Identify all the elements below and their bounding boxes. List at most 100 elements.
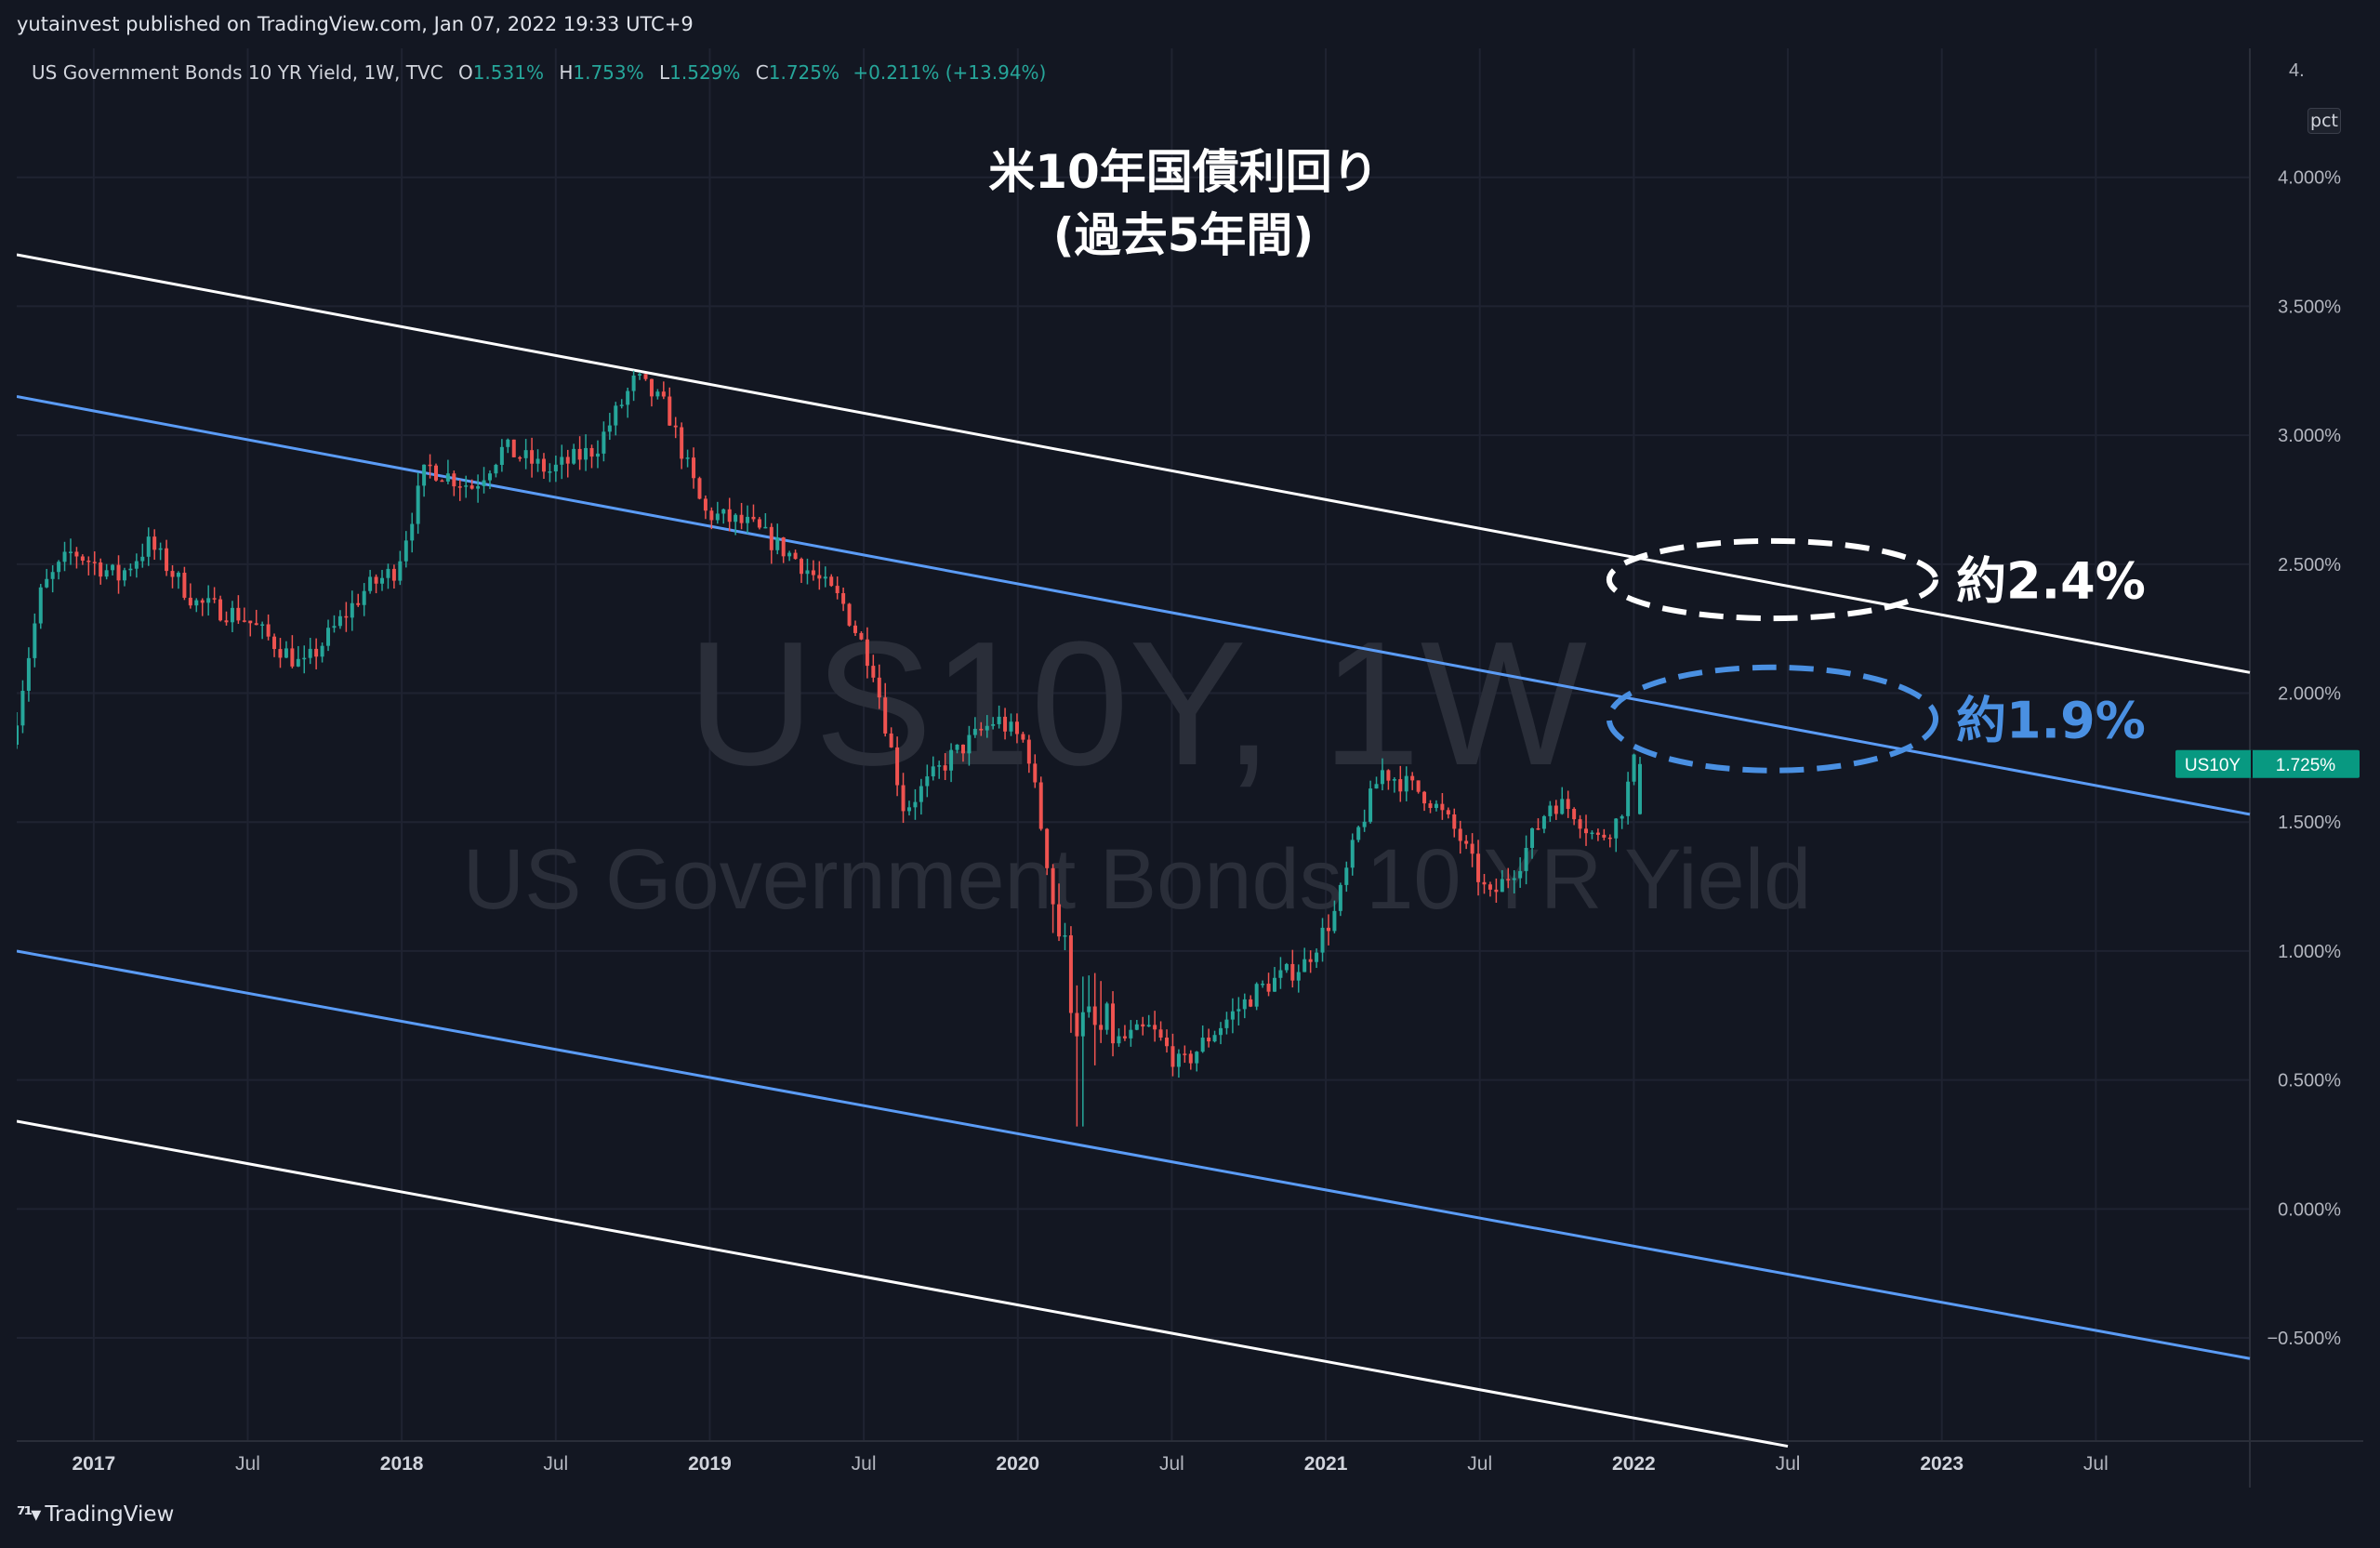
candle-body — [949, 749, 954, 771]
candle-body — [170, 571, 175, 577]
candle-body — [631, 375, 636, 391]
candle-body — [1009, 721, 1013, 732]
candle-body — [1308, 959, 1313, 962]
candle-body — [1488, 884, 1492, 890]
candle-body — [823, 576, 827, 579]
candle-body — [991, 723, 996, 726]
candle-body — [1632, 754, 1636, 782]
candle-body — [1541, 815, 1546, 829]
candle-body — [1530, 827, 1535, 848]
percent-scale-button[interactable]: pct — [2307, 108, 2341, 134]
candle-body — [218, 599, 223, 621]
candle-body — [1536, 827, 1540, 830]
candle-body — [553, 464, 558, 472]
candle-body — [1038, 782, 1043, 829]
candle-body — [1320, 927, 1325, 953]
candle-body — [746, 516, 750, 523]
x-tick-label: Jul — [543, 1453, 568, 1475]
candle-body — [1158, 1029, 1163, 1038]
candle-body — [1607, 837, 1612, 840]
candle-body — [560, 456, 564, 465]
candle-body — [979, 728, 984, 731]
candle-body — [1368, 788, 1373, 822]
high-key: H — [559, 61, 574, 84]
candle-body — [1272, 977, 1276, 992]
candle-body — [356, 602, 361, 605]
candle-body — [1404, 775, 1408, 792]
candle-body — [511, 439, 516, 457]
candle-body — [440, 480, 444, 483]
candle-body — [1224, 1019, 1229, 1028]
candle-body — [1104, 1003, 1109, 1030]
candle-body — [1560, 799, 1565, 814]
candle-body — [224, 620, 229, 623]
candle-body — [260, 624, 265, 626]
candle-body — [1572, 809, 1577, 820]
annotation-label-2: 約1.9% — [1956, 691, 2146, 749]
candle-body — [997, 716, 1001, 724]
candle-body — [182, 573, 187, 598]
candle-body — [254, 623, 258, 626]
candle-body — [116, 564, 121, 581]
candle-body — [1236, 1009, 1241, 1012]
candle-body — [1315, 952, 1319, 962]
tradingview-logo[interactable]: ⁷¹▾ TradingView — [17, 1502, 174, 1527]
candle-body — [955, 744, 959, 750]
candle-body — [1326, 927, 1330, 932]
candle-body — [410, 523, 415, 541]
candle-body — [494, 464, 498, 474]
watermark-name: US Government Bonds 10 YR Yield — [463, 832, 1812, 927]
candle-body — [1566, 799, 1570, 810]
candle-body — [62, 551, 67, 562]
candle-body — [1284, 963, 1289, 971]
candlesticks — [17, 370, 1643, 1127]
candle-body — [811, 570, 815, 576]
candle-body — [565, 456, 570, 464]
candle-body — [649, 378, 654, 397]
candle-body — [368, 576, 373, 591]
ohlc-legend: US Government Bonds 10 YR Yield, 1W, TVC… — [32, 61, 1046, 84]
annotation-ellipse-2 — [1606, 664, 1939, 774]
candle-body — [967, 734, 972, 754]
candle-body — [332, 626, 337, 628]
candle-body — [614, 405, 618, 426]
candle-body — [482, 480, 486, 486]
candle-body — [200, 600, 205, 603]
chart-title-line2: (過去5年間) — [1053, 208, 1315, 262]
candle-body — [847, 603, 852, 626]
candle-body — [1290, 963, 1295, 981]
candle-body — [1261, 984, 1265, 986]
candle-body — [1638, 763, 1643, 814]
trend-line-upper-outer — [17, 253, 2251, 674]
candle-body — [721, 509, 726, 514]
candle-body — [284, 648, 288, 658]
candle-body — [919, 786, 923, 802]
candle-body — [757, 519, 761, 528]
candle-body — [57, 562, 61, 573]
low-key: L — [658, 61, 670, 84]
candle-body — [859, 632, 864, 640]
candle-body — [673, 425, 678, 428]
candle-body — [487, 473, 492, 481]
candle-body — [1422, 791, 1427, 804]
candle-body — [906, 807, 911, 812]
y-tick-label: 2.000% — [2278, 684, 2341, 705]
candle-body — [1494, 889, 1499, 893]
trend-line-lower-outer — [17, 1119, 1789, 1449]
candle-body — [1440, 803, 1445, 811]
y-tick-label: 2.500% — [2278, 555, 2341, 576]
chart-pane[interactable]: US10Y, 1W US Government Bonds 10 YR Yield… — [17, 48, 2363, 1488]
candle-body — [380, 577, 385, 584]
candle-body — [212, 598, 217, 600]
candle-body — [901, 785, 906, 812]
candle-body — [1512, 878, 1516, 880]
candle-body — [595, 453, 600, 457]
candle-body — [602, 431, 606, 454]
candle-body — [739, 514, 744, 523]
candle-body — [589, 447, 594, 457]
annotation-label-1: 約2.4% — [1956, 551, 2146, 610]
candle-body — [308, 648, 312, 658]
candle-body — [134, 561, 139, 569]
candle-body — [1242, 999, 1247, 1010]
chart-canvas[interactable]: US10Y, 1W US Government Bonds 10 YR Yield… — [17, 48, 2363, 1488]
